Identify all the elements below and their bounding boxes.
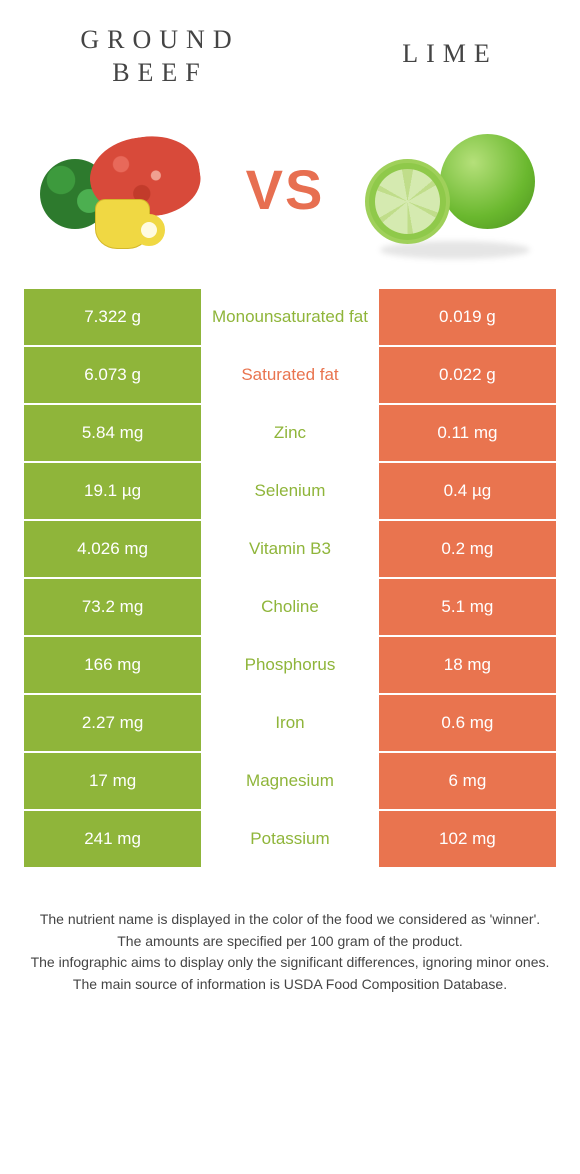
right-value-cell: 0.2 mg — [379, 521, 556, 577]
left-value-cell: 17 mg — [24, 753, 201, 809]
comparison-table: 7.322 gMonounsaturated fat0.019 g6.073 g… — [0, 289, 580, 869]
right-value-cell: 0.022 g — [379, 347, 556, 403]
table-row: 241 mgPotassium102 mg — [24, 811, 556, 869]
left-value-cell: 2.27 mg — [24, 695, 201, 751]
table-row: 4.026 mgVitamin B30.2 mg — [24, 521, 556, 579]
right-value-cell: 0.11 mg — [379, 405, 556, 461]
left-value-cell: 73.2 mg — [24, 579, 201, 635]
table-row: 2.27 mgIron0.6 mg — [24, 695, 556, 753]
ground-beef-icon — [30, 119, 210, 259]
nutrient-label-cell: Selenium — [201, 463, 379, 519]
table-row: 5.84 mgZinc0.11 mg — [24, 405, 556, 463]
footnote: The nutrient name is displayed in the co… — [0, 869, 580, 996]
right-value-cell: 0.019 g — [379, 289, 556, 345]
nutrient-label-cell: Potassium — [201, 811, 379, 867]
left-value-cell: 166 mg — [24, 637, 201, 693]
right-value-cell: 5.1 mg — [379, 579, 556, 635]
table-row: 73.2 mgCholine5.1 mg — [24, 579, 556, 637]
nutrient-label-cell: Zinc — [201, 405, 379, 461]
hero-row: VS — [0, 99, 580, 289]
table-row: 166 mgPhosphorus18 mg — [24, 637, 556, 695]
footnote-line: The main source of information is USDA F… — [30, 974, 550, 996]
nutrient-label-cell: Saturated fat — [201, 347, 379, 403]
right-value-cell: 102 mg — [379, 811, 556, 867]
right-value-cell: 0.4 µg — [379, 463, 556, 519]
table-row: 6.073 gSaturated fat0.022 g — [24, 347, 556, 405]
nutrient-label-cell: Phosphorus — [201, 637, 379, 693]
header: Ground beef Lime — [0, 0, 580, 99]
left-value-cell: 7.322 g — [24, 289, 201, 345]
nutrient-label-cell: Choline — [201, 579, 379, 635]
left-value-cell: 19.1 µg — [24, 463, 201, 519]
nutrient-label-cell: Vitamin B3 — [201, 521, 379, 577]
vs-label: VS — [246, 157, 325, 222]
footnote-line: The amounts are specified per 100 gram o… — [30, 931, 550, 953]
left-value-cell: 6.073 g — [24, 347, 201, 403]
left-value-cell: 4.026 mg — [24, 521, 201, 577]
lime-icon — [360, 119, 540, 259]
left-food-title: Ground beef — [60, 24, 260, 89]
table-row: 19.1 µgSelenium0.4 µg — [24, 463, 556, 521]
right-food-title: Lime — [380, 24, 520, 89]
left-value-cell: 241 mg — [24, 811, 201, 867]
footnote-line: The nutrient name is displayed in the co… — [30, 909, 550, 931]
right-value-cell: 0.6 mg — [379, 695, 556, 751]
right-value-cell: 18 mg — [379, 637, 556, 693]
footnote-line: The infographic aims to display only the… — [30, 952, 550, 974]
right-value-cell: 6 mg — [379, 753, 556, 809]
table-row: 7.322 gMonounsaturated fat0.019 g — [24, 289, 556, 347]
table-row: 17 mgMagnesium6 mg — [24, 753, 556, 811]
left-value-cell: 5.84 mg — [24, 405, 201, 461]
nutrient-label-cell: Iron — [201, 695, 379, 751]
nutrient-label-cell: Magnesium — [201, 753, 379, 809]
nutrient-label-cell: Monounsaturated fat — [201, 289, 379, 345]
